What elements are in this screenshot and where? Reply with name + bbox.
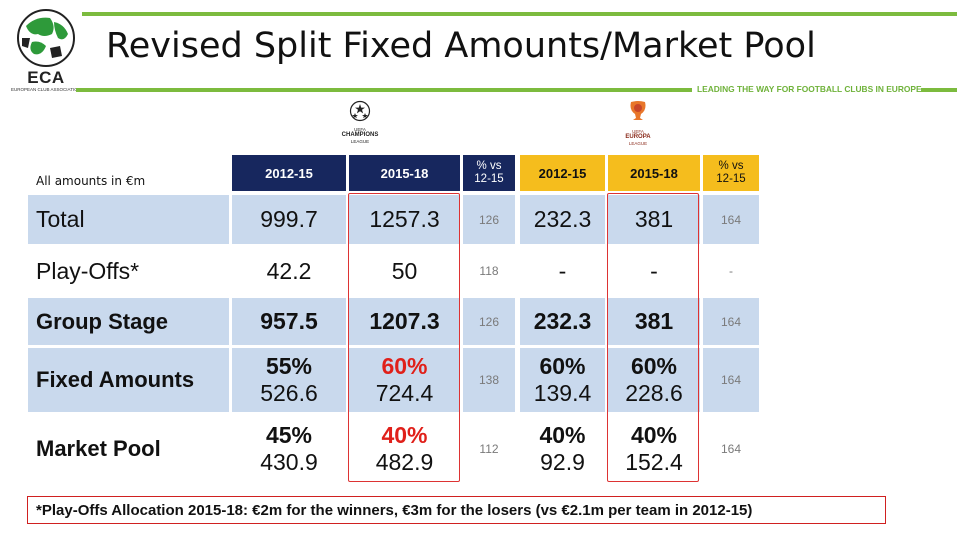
playoffs-cl-2012: 42.2 <box>266 257 312 284</box>
fixed-el-2015: 60% 228.6 <box>608 348 700 412</box>
fixed-el-2012-amt: 139.4 <box>533 380 592 406</box>
market-cl-2015-amt: 482.9 <box>375 449 434 475</box>
starball-icon <box>349 100 371 122</box>
row-group-label: Group Stage <box>28 298 229 345</box>
highlight-cl-2015-column <box>348 193 460 482</box>
playoffs-cl-pct: 118 <box>479 264 499 278</box>
fixed-cl-2012-pct: 55% <box>265 353 313 379</box>
playoffs-el-2012: - <box>558 257 567 284</box>
football-globe-icon <box>17 9 75 67</box>
fixed-el-2012-pct: 60% <box>539 353 586 379</box>
cl-sub: LEAGUE <box>350 139 370 144</box>
market-el-2015: 40% 152.4 <box>608 415 700 483</box>
market-el-2012-pct: 40% <box>539 422 586 448</box>
fixed-cl-pct: 138 <box>463 348 515 412</box>
row-market-label: Market Pool <box>36 436 161 461</box>
header-cl-pct: % vs 12-15 <box>463 155 515 191</box>
champions-league-logo: UEFA CHAMPIONS LEAGUE <box>330 100 390 144</box>
header-el-pct: % vs 12-15 <box>703 155 759 191</box>
market-el-2012-amt: 92.9 <box>540 449 585 475</box>
fixed-cl-2015-amt: 724.4 <box>375 380 434 406</box>
fixed-el-2012: 60% 139.4 <box>520 348 605 412</box>
fixed-el-pct: 164 <box>703 348 759 412</box>
market-el-2015-amt: 152.4 <box>625 449 683 475</box>
tagline-bar-right <box>921 88 957 92</box>
playoffs-footnote: *Play-Offs Allocation 2015-18: €2m for t… <box>27 496 886 524</box>
header-cl-pct-bottom: 12-15 <box>474 173 504 185</box>
fixed-cl-2012: 55% 526.6 <box>232 348 346 412</box>
cl-name: CHAMPIONS <box>341 132 379 138</box>
eca-acronym: ECA <box>27 68 65 87</box>
total-cl-2012: 999.7 <box>232 195 346 244</box>
fixed-el-2015-pct: 60% <box>630 353 678 379</box>
row-total-label: Total <box>28 195 229 244</box>
playoffs-el-2015: - <box>650 257 658 284</box>
total-cl-pct: 126 <box>463 195 515 244</box>
market-el-2015-pct: 40% <box>630 422 678 448</box>
market-el-pct: 164 <box>720 442 742 456</box>
row-playoffs-label: Play-Offs* <box>36 257 140 284</box>
group-cl-2012: 957.5 <box>232 298 346 345</box>
fixed-cl-2015: 60% 724.4 <box>349 348 460 412</box>
eca-subtitle: EUROPEAN CLUB ASSOCIATION <box>11 87 81 92</box>
tagline-bar-left <box>76 88 692 92</box>
market-el-2012: 40% 92.9 <box>520 415 605 483</box>
market-cl-2012-pct: 45% <box>265 422 313 448</box>
group-el-2012: 232.3 <box>520 298 605 345</box>
highlight-el-2015-column <box>607 193 699 482</box>
el-name: EUROPA <box>625 134 651 140</box>
header-el-pct-bottom: 12-15 <box>716 173 746 185</box>
total-el-2015: 381 <box>608 195 700 244</box>
market-cl-2012-amt: 430.9 <box>260 449 318 475</box>
header-el-2012: 2012-15 <box>520 155 605 191</box>
header-cl-2012: 2012-15 <box>232 155 346 191</box>
header-el-pct-top: % vs <box>718 160 744 172</box>
top-green-bar <box>82 12 957 16</box>
group-cl-pct: 126 <box>463 298 515 345</box>
row-fixed-label: Fixed Amounts <box>28 348 229 412</box>
fixed-cl-2012-amt: 526.6 <box>260 380 318 406</box>
fixed-el-2015-amt: 228.6 <box>625 380 683 406</box>
header-cl-2015: 2015-18 <box>349 155 460 191</box>
market-cl-2015-pct: 40% <box>381 422 428 448</box>
group-cl-2015: 1207.3 <box>349 298 460 345</box>
page-title: Revised Split Fixed Amounts/Market Pool <box>106 26 816 66</box>
total-el-pct: 164 <box>703 195 759 244</box>
playoffs-el-pct: - <box>729 264 733 278</box>
units-label: All amounts in €m <box>36 174 146 188</box>
playoffs-cl-2015: 50 <box>391 257 418 284</box>
group-el-pct: 164 <box>703 298 759 345</box>
el-top-label: UEFA <box>632 129 644 134</box>
market-cl-pct: 112 <box>479 442 499 456</box>
trophy-icon <box>630 101 646 120</box>
el-sub: LEAGUE <box>628 141 648 146</box>
eca-logo: ECA EUROPEAN CLUB ASSOCIATION <box>10 6 82 94</box>
europa-league-logo: UEFA EUROPA LEAGUE <box>608 100 668 146</box>
group-el-2015: 381 <box>608 298 700 345</box>
tagline: LEADING THE WAY FOR FOOTBALL CLUBS IN EU… <box>697 84 922 94</box>
header-cl-pct-top: % vs <box>476 160 502 172</box>
total-el-2012: 232.3 <box>520 195 605 244</box>
cl-top-label: UEFA <box>354 127 366 132</box>
fixed-cl-2015-pct: 60% <box>381 353 428 379</box>
market-cl-2012: 45% 430.9 <box>232 415 346 483</box>
market-cl-2015: 40% 482.9 <box>349 415 460 483</box>
header-el-2015: 2015-18 <box>608 155 700 191</box>
total-cl-2015: 1257.3 <box>349 195 460 244</box>
